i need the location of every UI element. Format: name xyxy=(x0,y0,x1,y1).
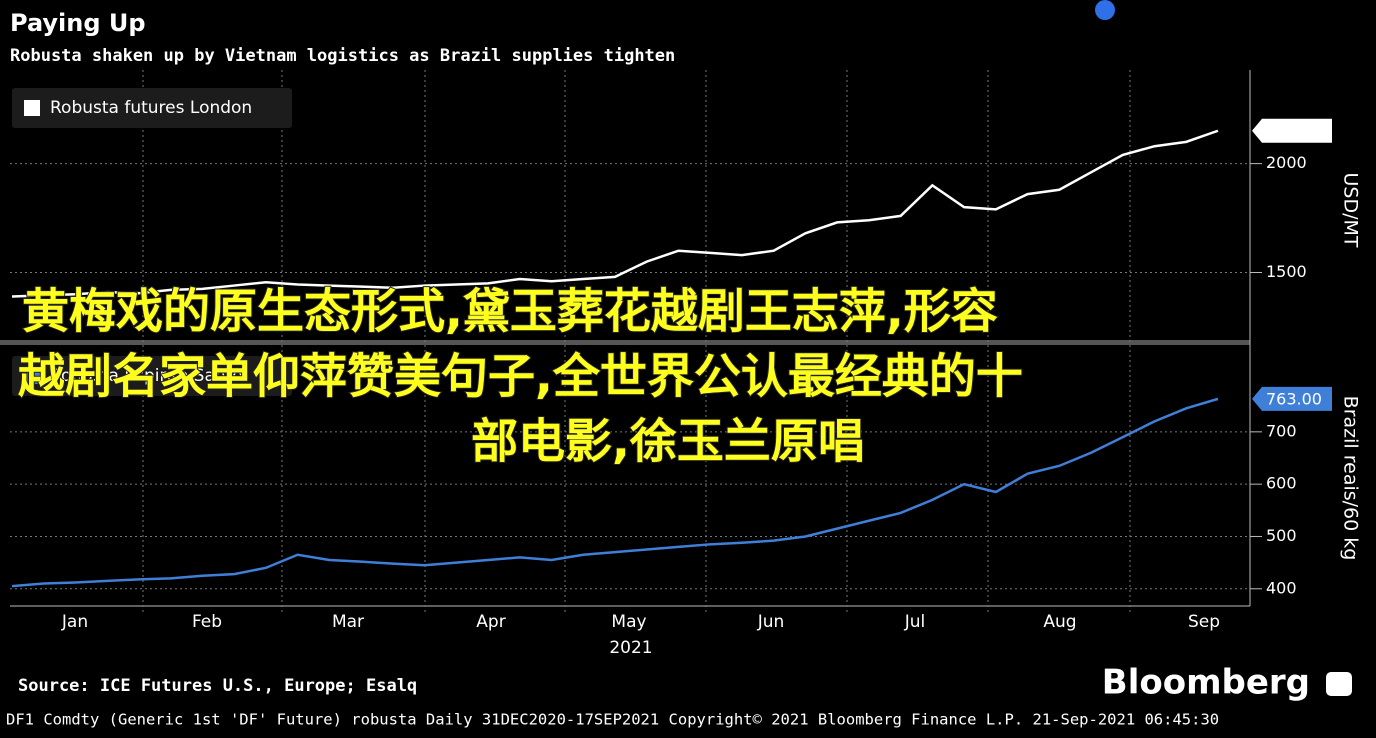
chart-title: Paying Up xyxy=(10,9,146,37)
brand-icon xyxy=(1326,672,1352,696)
y-tick-label: 2000 xyxy=(1266,153,1307,172)
footer-info: DF1 Comdty (Generic 1st 'DF' Future) rob… xyxy=(6,711,1219,729)
source: Source: ICE Futures U.S., Europe; Esalq xyxy=(18,676,417,696)
y-tick-label: 400 xyxy=(1266,578,1297,597)
y-tick-label: 1500 xyxy=(1266,262,1307,281)
x-tick-label: Mar xyxy=(332,612,364,632)
series-line xyxy=(11,129,1219,298)
overlay-text: 部电影,徐玉兰原唱 xyxy=(471,415,865,470)
y-axis-title: USD/MT xyxy=(1340,173,1362,248)
last-value-box xyxy=(1252,118,1332,143)
dot xyxy=(1095,0,1115,20)
legend-box xyxy=(12,88,292,128)
legend-swatch xyxy=(24,100,40,116)
x-tick-label: Jun xyxy=(757,612,785,632)
last-value-box xyxy=(1252,386,1332,411)
x-tick-label: Aug xyxy=(1043,612,1076,632)
panel-separator xyxy=(0,340,1250,345)
x-tick-label: Apr xyxy=(476,612,505,632)
y-tick-label: 500 xyxy=(1266,526,1297,545)
month-boundaries xyxy=(142,70,1131,612)
legend-label: Robusta Espirito Santo xyxy=(50,366,243,386)
y-tick-label: 700 xyxy=(1266,421,1297,440)
x-tick-label: Feb xyxy=(192,612,222,632)
overlay-text: 越剧名家单仰萍赞美句子,全世界公认最经典的十 xyxy=(18,350,1023,405)
legend-box xyxy=(12,356,292,396)
y-tick-label: 600 xyxy=(1266,474,1297,493)
legend-swatch xyxy=(24,368,40,384)
x-year-label: 2021 xyxy=(609,638,652,658)
overlay-text: 黄梅戏的原生态形式,黛玉葬花越剧王志萍,形容 xyxy=(22,285,998,340)
y-axis-title: Brazil reais/60 kg xyxy=(1340,396,1362,561)
subtitle: Robusta shaken up by Vietnam logistics a… xyxy=(10,46,675,66)
last-value-label: 763.00 xyxy=(1266,389,1322,408)
x-tick-label: May xyxy=(611,612,646,632)
x-tick-label: Jan xyxy=(61,612,88,632)
series-line xyxy=(11,397,1219,588)
legend-label: Robusta futures London xyxy=(50,98,252,118)
x-tick-label: Sep xyxy=(1188,612,1220,632)
brand: Bloomberg xyxy=(1102,663,1310,703)
x-tick-label: Jul xyxy=(904,612,926,632)
last-value-label: 2151 xyxy=(1266,121,1307,140)
